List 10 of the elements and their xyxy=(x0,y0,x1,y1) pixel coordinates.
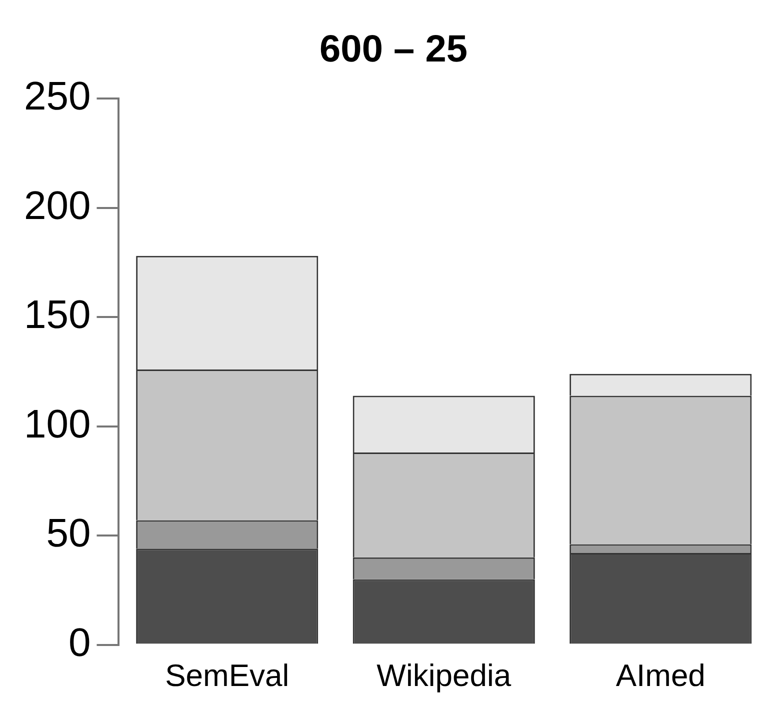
y-tick-label: 0 xyxy=(68,620,91,665)
y-tick-label: 50 xyxy=(46,512,91,556)
x-tick-label: AImed xyxy=(616,658,706,693)
y-tick-label: 100 xyxy=(24,402,91,446)
chart-title: 600 – 25 xyxy=(320,28,468,70)
x-tick-label: SemEval xyxy=(165,658,290,693)
y-tick-label: 150 xyxy=(24,293,91,338)
y-tick-label: 250 xyxy=(24,74,91,119)
y-tick-label: 200 xyxy=(24,184,91,228)
x-tick-label: Wikipedia xyxy=(376,658,512,693)
